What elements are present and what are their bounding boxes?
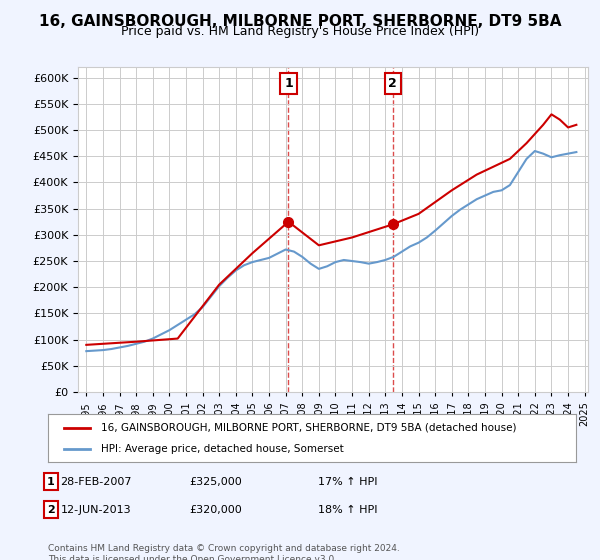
- Text: Price paid vs. HM Land Registry's House Price Index (HPI): Price paid vs. HM Land Registry's House …: [121, 25, 479, 38]
- Text: HPI: Average price, detached house, Somerset: HPI: Average price, detached house, Some…: [101, 444, 344, 454]
- Text: £325,000: £325,000: [190, 477, 242, 487]
- Text: 18% ↑ HPI: 18% ↑ HPI: [318, 505, 378, 515]
- Text: 12-JUN-2013: 12-JUN-2013: [61, 505, 131, 515]
- Text: 2: 2: [47, 505, 55, 515]
- Text: 1: 1: [284, 77, 293, 90]
- Text: 16, GAINSBOROUGH, MILBORNE PORT, SHERBORNE, DT9 5BA: 16, GAINSBOROUGH, MILBORNE PORT, SHERBOR…: [39, 14, 561, 29]
- Text: 28-FEB-2007: 28-FEB-2007: [60, 477, 132, 487]
- Text: £320,000: £320,000: [190, 505, 242, 515]
- Text: 17% ↑ HPI: 17% ↑ HPI: [318, 477, 378, 487]
- Text: Contains HM Land Registry data © Crown copyright and database right 2024.
This d: Contains HM Land Registry data © Crown c…: [48, 544, 400, 560]
- Text: 1: 1: [47, 477, 55, 487]
- Text: 16, GAINSBOROUGH, MILBORNE PORT, SHERBORNE, DT9 5BA (detached house): 16, GAINSBOROUGH, MILBORNE PORT, SHERBOR…: [101, 423, 516, 433]
- Text: 2: 2: [388, 77, 397, 90]
